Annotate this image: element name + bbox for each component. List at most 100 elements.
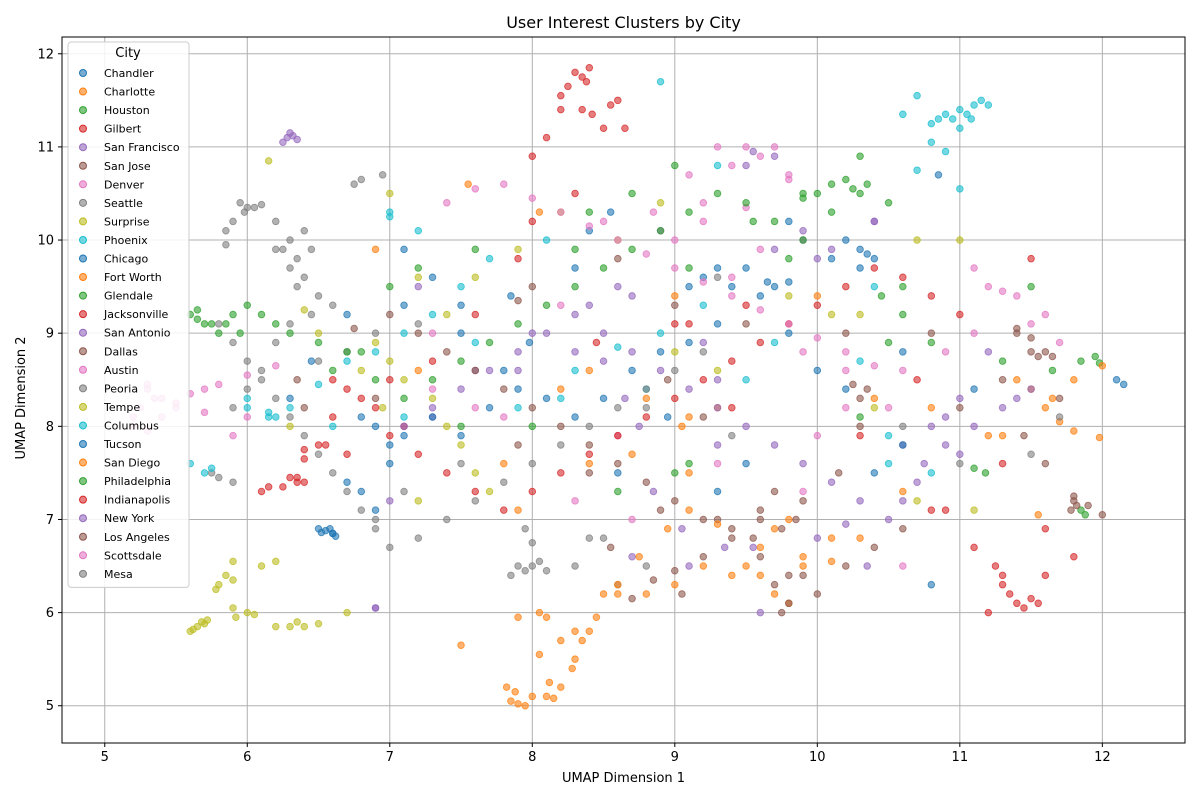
data-point	[564, 82, 572, 91]
data-point	[357, 394, 366, 403]
data-point	[770, 487, 779, 496]
data-point	[777, 608, 786, 617]
data-point	[585, 301, 594, 309]
data-point	[371, 525, 380, 533]
data-point	[329, 376, 337, 384]
data-point	[614, 459, 622, 468]
data-point	[1027, 282, 1035, 291]
data-point	[585, 208, 594, 216]
data-point	[528, 403, 537, 412]
data-point	[1077, 357, 1085, 365]
legend-marker	[79, 551, 87, 560]
data-point	[956, 124, 964, 133]
data-point	[222, 226, 230, 235]
data-point	[770, 143, 779, 151]
data-point	[856, 152, 864, 160]
data-point	[585, 627, 594, 635]
data-point	[827, 310, 836, 319]
data-point	[286, 622, 294, 631]
data-point	[571, 189, 579, 198]
legend-label: San Diego	[104, 457, 160, 470]
data-point	[671, 366, 679, 375]
data-point	[671, 497, 679, 505]
data-point	[884, 459, 893, 468]
data-point	[856, 497, 864, 505]
data-point	[856, 245, 864, 254]
data-point	[628, 552, 636, 561]
data-point	[856, 534, 864, 542]
data-point	[502, 683, 511, 691]
data-point	[343, 487, 351, 496]
data-point	[899, 525, 907, 533]
data-point	[357, 487, 366, 496]
data-point	[1070, 376, 1078, 384]
y-tick-label: 7	[46, 513, 54, 528]
data-point	[628, 189, 636, 198]
data-point	[500, 366, 508, 375]
data-point	[770, 152, 779, 160]
data-point	[1027, 320, 1035, 328]
legend-marker	[79, 532, 87, 541]
data-point	[236, 199, 244, 207]
data-point	[1041, 348, 1050, 356]
data-point	[400, 329, 408, 337]
data-point	[350, 324, 358, 333]
data-point	[286, 264, 294, 272]
data-point	[678, 422, 686, 431]
x-tick-label: 7	[386, 750, 394, 765]
data-point	[203, 616, 212, 624]
data-point	[542, 236, 551, 244]
series-san-antonio	[371, 217, 1021, 612]
legend-marker	[79, 87, 87, 96]
data-point	[1041, 525, 1050, 533]
data-point	[585, 534, 594, 542]
data-point	[329, 422, 337, 431]
data-point	[400, 245, 408, 254]
data-point	[599, 357, 608, 365]
data-point	[884, 338, 893, 347]
legend-label: Gilbert	[104, 123, 142, 136]
data-point	[606, 543, 615, 552]
data-point	[300, 445, 309, 454]
data-point	[663, 376, 672, 384]
data-point	[799, 348, 807, 356]
legend-label: Chicago	[104, 253, 148, 266]
data-point	[813, 189, 822, 198]
data-point	[272, 338, 280, 347]
data-point	[457, 301, 465, 309]
y-axis-label: UMAP Dimension 2	[14, 336, 29, 459]
data-point	[685, 282, 693, 291]
data-point	[813, 534, 822, 542]
data-point	[229, 338, 237, 347]
data-point	[649, 487, 658, 496]
data-point	[400, 413, 408, 421]
data-point	[941, 413, 950, 421]
data-point	[585, 469, 594, 477]
data-point	[756, 543, 765, 552]
data-point	[257, 200, 266, 209]
data-point	[378, 171, 387, 179]
legend-label: Charlotte	[104, 86, 155, 99]
data-point	[856, 310, 864, 319]
data-point	[485, 338, 494, 347]
data-point	[799, 497, 807, 505]
data-point	[400, 487, 408, 496]
data-point	[272, 394, 280, 403]
data-point	[485, 487, 494, 496]
data-point	[728, 525, 736, 533]
data-point	[542, 301, 551, 309]
data-point	[457, 357, 465, 365]
data-point	[842, 520, 850, 528]
data-point	[272, 622, 280, 631]
data-point	[329, 529, 337, 538]
data-point	[542, 692, 551, 701]
data-point	[585, 366, 594, 375]
data-point	[614, 96, 622, 105]
data-point	[357, 175, 366, 184]
data-point	[870, 394, 879, 403]
x-tick-label: 8	[528, 750, 536, 765]
plot-frame	[61, 36, 1186, 744]
data-point	[671, 394, 679, 403]
data-point	[998, 580, 1007, 589]
data-point	[293, 376, 301, 384]
